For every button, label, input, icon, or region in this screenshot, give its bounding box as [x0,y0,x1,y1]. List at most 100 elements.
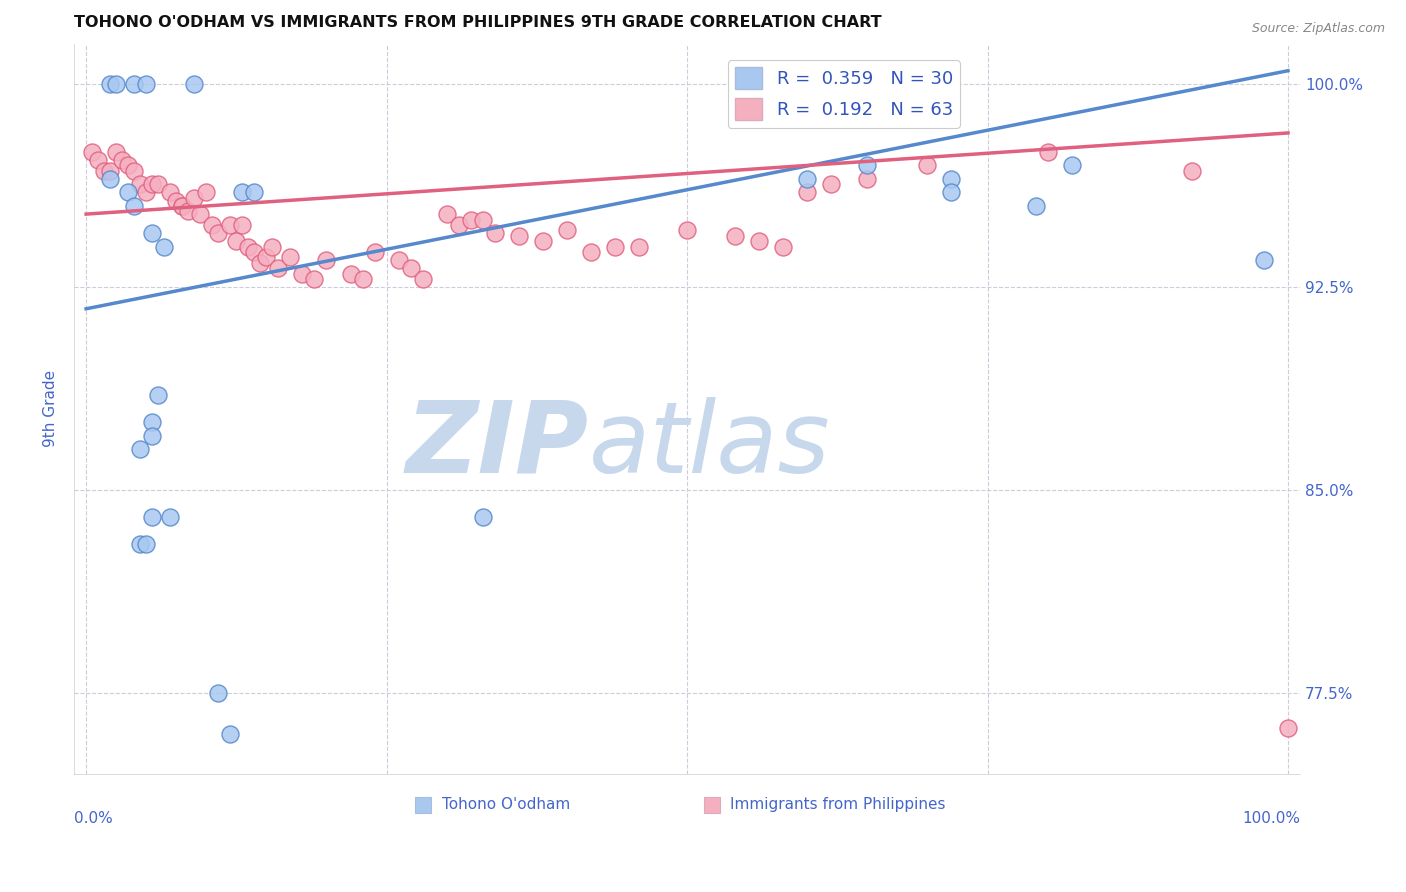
Point [172,199,194,213]
Point [304,272,326,286]
Point [856,158,879,172]
Point [796,172,818,186]
Point [188,207,211,221]
Point [219,218,242,232]
Point [183,77,205,91]
Point [262,239,284,253]
Point [183,191,205,205]
Point [471,510,494,524]
Point [98,172,121,186]
Point [941,186,963,200]
Point [141,416,163,430]
Point [135,537,157,551]
Point [238,239,260,253]
Point [122,199,145,213]
Point [254,251,277,265]
Point [231,186,253,200]
Text: atlas: atlas [589,397,831,494]
Text: Source: ZipAtlas.com: Source: ZipAtlas.com [1251,22,1385,36]
Point [388,253,411,268]
Point [460,212,482,227]
Text: ZIP: ZIP [406,397,589,494]
Text: 0.0%: 0.0% [75,811,112,826]
Point [172,199,194,213]
Point [129,442,152,457]
Text: Tohono O'odham: Tohono O'odham [441,797,569,813]
Point [249,256,271,270]
Point [122,164,145,178]
Point [141,510,163,524]
Text: TOHONO O'ODHAM VS IMMIGRANTS FROM PHILIPPINES 9TH GRADE CORRELATION CHART: TOHONO O'ODHAM VS IMMIGRANTS FROM PHILIP… [75,15,882,30]
Point [141,178,163,192]
Point [135,186,157,200]
Point [111,153,134,167]
Point [917,158,939,172]
Point [772,239,794,253]
Point [153,239,176,253]
Point [412,272,434,286]
Point [105,145,128,159]
Point [280,251,302,265]
Point [148,388,170,402]
Point [159,186,181,200]
Point [231,218,253,232]
Point [207,686,229,700]
Point [159,510,181,524]
Point [177,204,200,219]
Point [117,186,139,200]
Point [243,244,266,259]
Point [508,228,530,243]
Point [603,239,626,253]
Point [555,223,578,237]
Legend: R =  0.359   N = 30, R =  0.192   N = 63: R = 0.359 N = 30, R = 0.192 N = 63 [728,60,960,128]
Point [219,726,242,740]
Point [98,164,121,178]
Point [471,212,494,227]
Point [627,239,650,253]
Point [531,234,554,248]
Text: Immigrants from Philippines: Immigrants from Philippines [730,797,945,813]
Point [820,178,842,192]
Point [724,228,747,243]
Point [1253,253,1275,268]
Point [141,226,163,240]
Point [856,172,879,186]
Point [195,186,218,200]
Point [1181,164,1204,178]
Point [243,186,266,200]
Point [447,218,470,232]
Point [141,429,163,443]
Y-axis label: 9th Grade: 9th Grade [44,370,58,448]
Point [941,172,963,186]
Point [436,207,458,221]
Point [399,261,422,276]
Point [339,267,361,281]
Point [201,218,224,232]
Point [676,223,699,237]
Point [129,178,152,192]
Point [315,253,337,268]
Point [579,244,602,259]
Point [207,226,229,240]
Point [87,153,110,167]
Point [748,234,770,248]
Point [122,77,145,91]
Point [1025,199,1047,213]
Point [82,145,104,159]
Point [117,158,139,172]
Point [484,226,506,240]
Point [129,537,152,551]
Point [267,261,290,276]
Text: 100.0%: 100.0% [1241,811,1301,826]
Point [352,272,374,286]
Point [98,77,121,91]
Point [93,164,115,178]
Point [796,186,818,200]
Point [291,267,314,281]
Point [363,244,385,259]
Point [135,77,157,91]
Point [165,194,187,208]
Point [148,178,170,192]
Point [1277,721,1299,735]
Point [225,234,247,248]
